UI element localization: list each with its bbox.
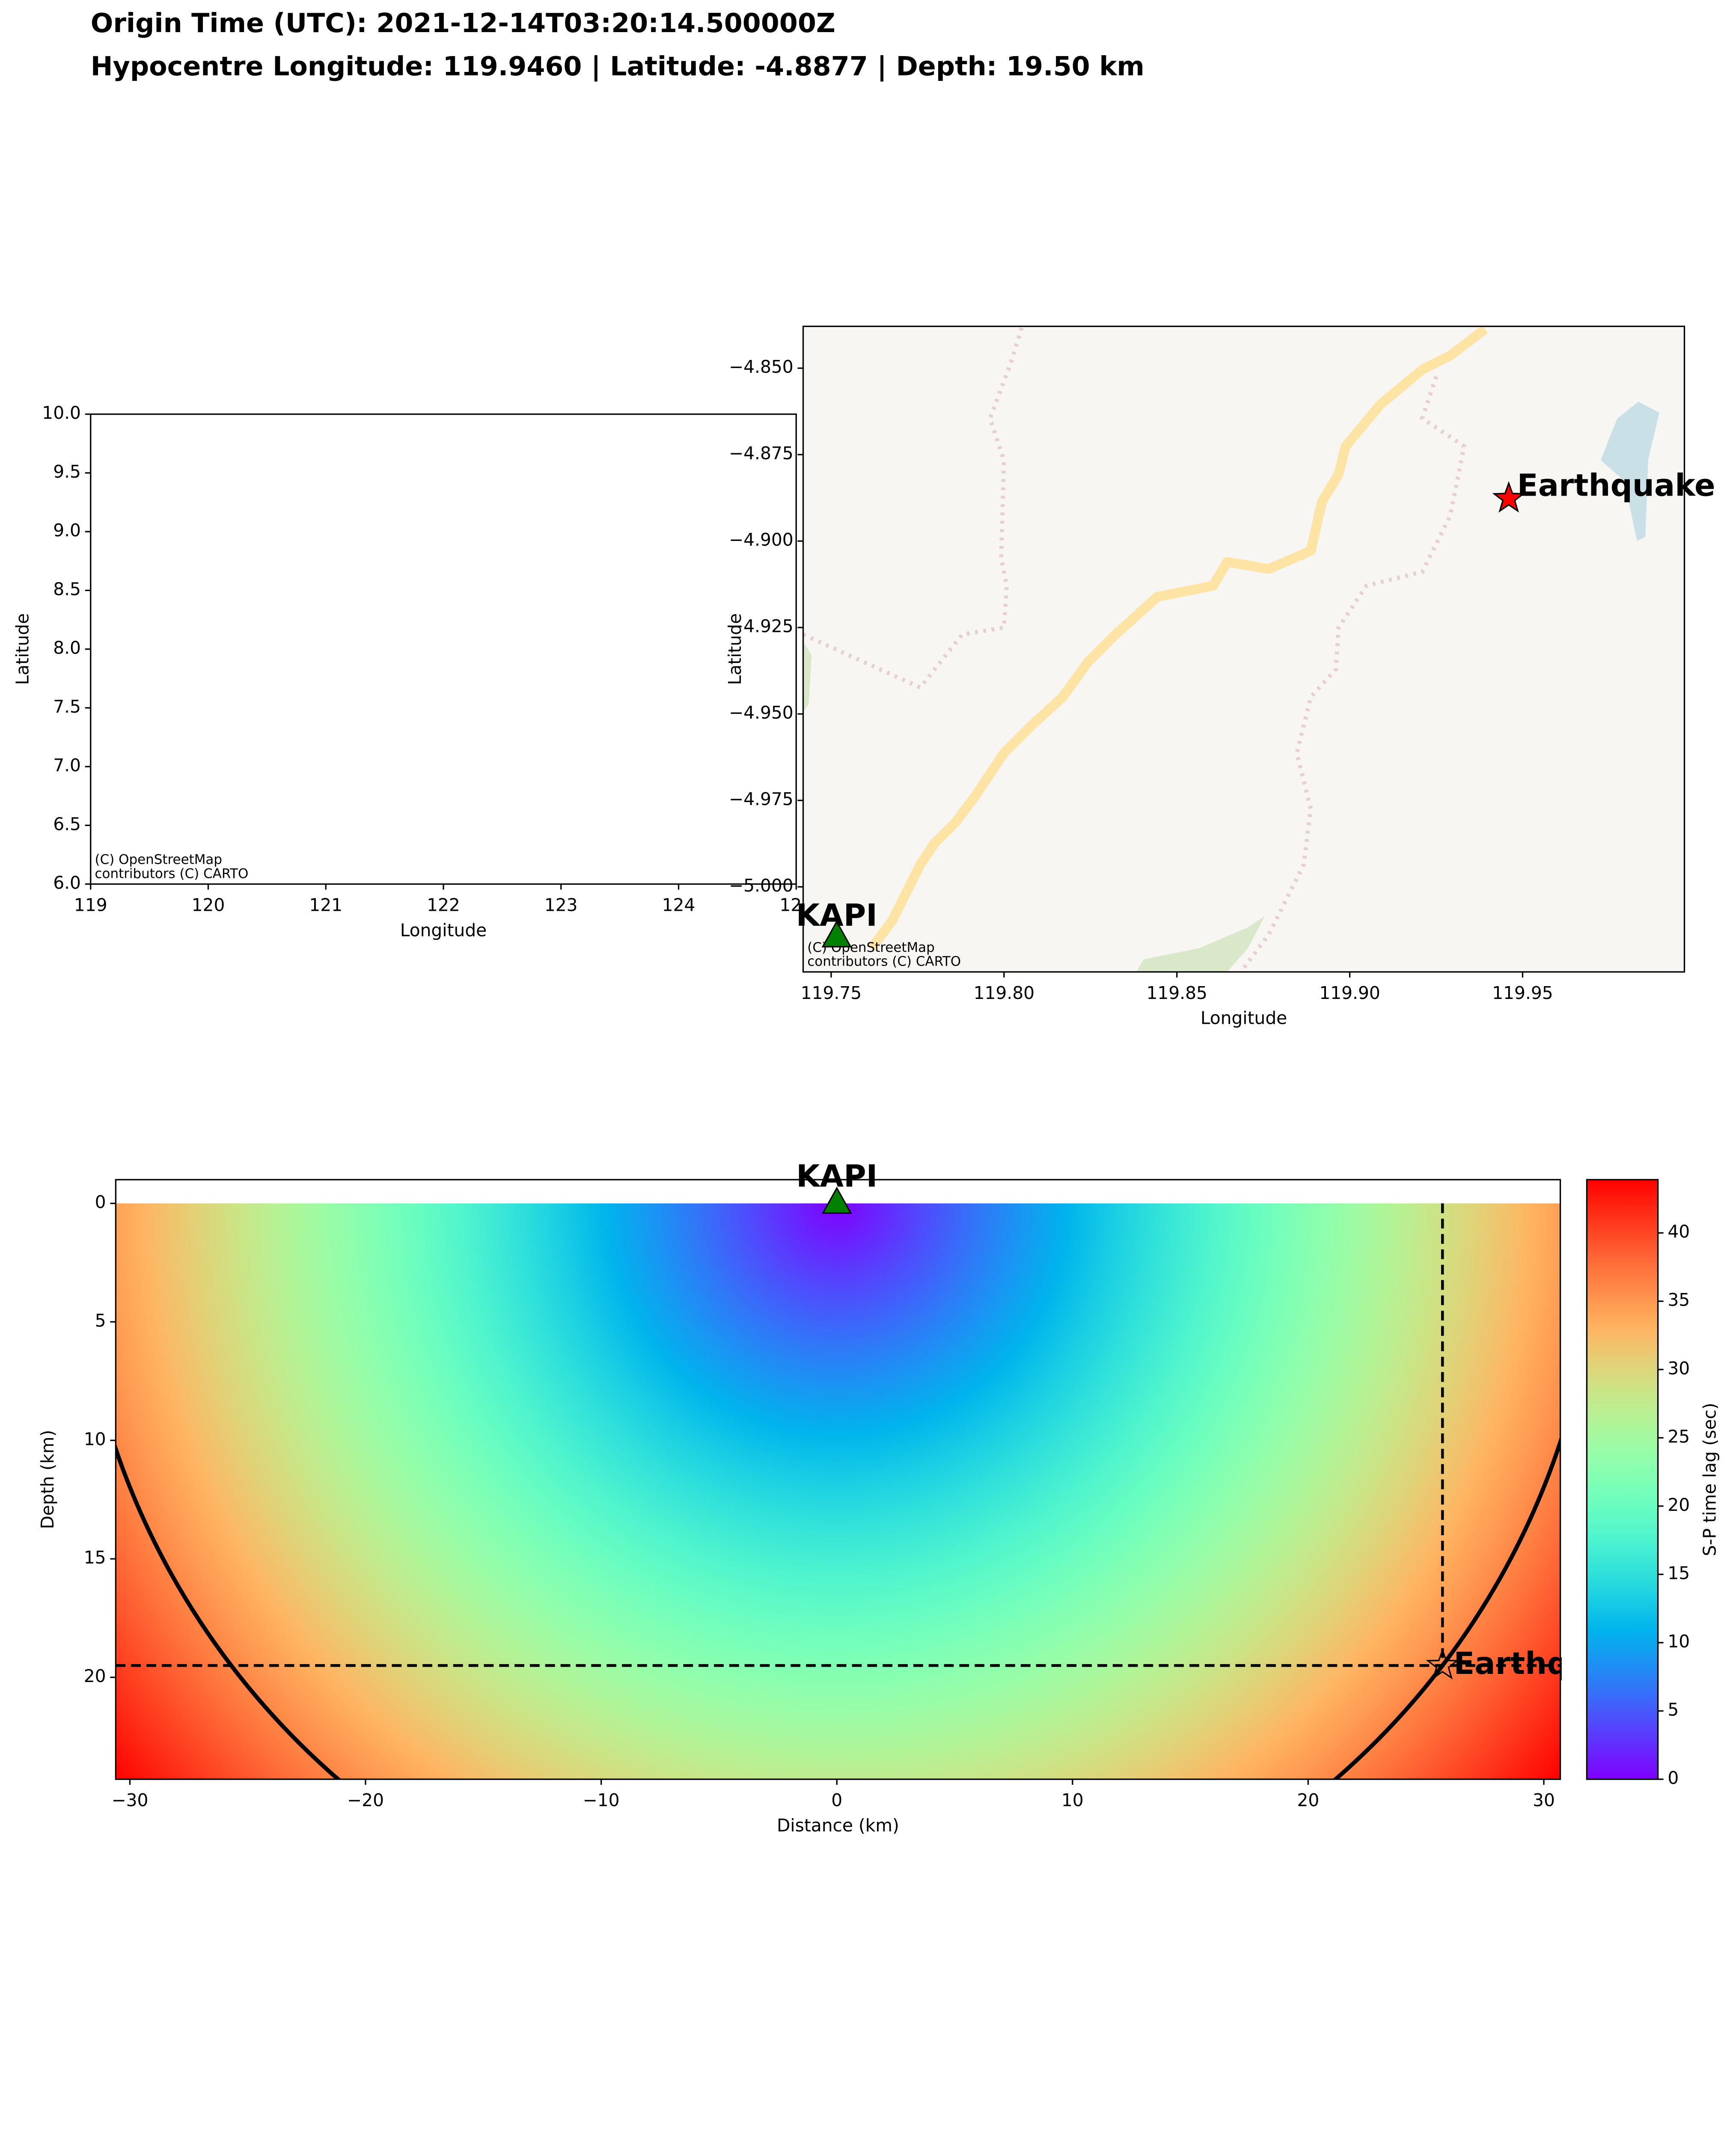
x-tick-label: 0	[831, 1790, 842, 1810]
colorbar-tick-label: 25	[1668, 1426, 1690, 1447]
y-tick-label: 9.0	[53, 520, 81, 541]
x-tick-label: −30	[111, 1790, 148, 1810]
colorbar-tick-label: 10	[1668, 1631, 1690, 1652]
y-tick-label: 10	[84, 1429, 106, 1449]
colorbar-tick-label: 20	[1668, 1495, 1690, 1515]
colorbar-tick-label: 15	[1668, 1563, 1690, 1583]
x-tick-label: 123	[544, 895, 578, 915]
earthquake-marker	[1492, 481, 1525, 513]
x-tick-label: 119.80	[974, 983, 1034, 1003]
overview-map: 119 120 121 122 123 124 1256.06.57.07.58.08.59…	[12, 403, 813, 2140]
point-label: KAPI	[796, 897, 877, 933]
station-marker	[821, 1186, 852, 1214]
stray-label: Earthquake	[216, 2135, 414, 2140]
axes-frame	[90, 413, 797, 885]
stray-label: KAPI	[137, 2135, 218, 2140]
figure-title: Origin Time (UTC): 2021-12-14T03:20:14.5…	[91, 8, 835, 39]
y-tick-label: −4.900	[729, 529, 794, 550]
map-tiles	[803, 326, 1685, 972]
x-tick-label: 122	[427, 895, 460, 915]
y-tick-label: 9.5	[53, 461, 81, 482]
y-axis-label: Latitude	[12, 613, 33, 685]
y-tick-label: −4.950	[729, 702, 794, 723]
colorbar-label: S-P time lag (sec)	[1699, 1403, 1720, 1556]
y-tick-label: −4.850	[729, 357, 794, 377]
y-tick-label: −5.000	[729, 875, 794, 896]
x-tick-label: 120	[192, 895, 225, 915]
x-tick-label: 119.75	[801, 983, 862, 1003]
colorbar-tick-label: 40	[1668, 1222, 1690, 1242]
y-tick-label: 7.0	[53, 755, 81, 776]
axes-frame	[802, 325, 1685, 973]
station-map: 119.75 119.80 119.85 119.90 119.95 −5.000 −4.9…	[725, 325, 1715, 1028]
colorbar-tick-label: 0	[1668, 1768, 1679, 1788]
x-tick-label: 20	[1297, 1790, 1319, 1810]
y-tick-label: 0	[95, 1192, 106, 1213]
road	[868, 326, 1488, 951]
y-axis-label: Depth (km)	[37, 1430, 58, 1529]
y-tick-label: 8.0	[53, 638, 81, 658]
y-tick-label: 5	[95, 1310, 106, 1331]
x-tick-label: 121	[309, 895, 342, 915]
attribution: (C) OpenStreetMap	[95, 852, 223, 868]
colorbar-tick-label: 5	[1668, 1700, 1679, 1720]
x-tick-label: 10	[1061, 1790, 1084, 1810]
x-tick-label: 119	[74, 895, 107, 915]
y-tick-label: −4.975	[729, 789, 794, 809]
earthquake-marker	[1426, 1648, 1460, 1680]
point-label: KAPI	[796, 1158, 877, 1194]
heatmap-field	[116, 1203, 1561, 1780]
y-tick-label: 7.5	[53, 696, 81, 717]
colorbar	[1586, 1179, 1659, 1780]
park	[803, 641, 812, 711]
colorbar-tick-label: 30	[1668, 1358, 1690, 1379]
y-tick-label: 10.0	[42, 403, 81, 423]
cross-section: −30 −20 −10 0 10 20 30 0 5 10 15 20 Distance (km) Dep…	[37, 1158, 1736, 1836]
x-tick-label: 119.95	[1492, 983, 1553, 1003]
boundary	[803, 326, 1024, 690]
y-tick-label: 6.5	[53, 814, 81, 834]
y-axis-label: Latitude	[725, 613, 745, 685]
x-tick-label: 119.85	[1146, 983, 1207, 1003]
x-tick-label: 119.90	[1319, 983, 1380, 1003]
y-tick-label: 20	[84, 1666, 106, 1686]
y-tick-label: 6.0	[53, 873, 81, 893]
map-features	[803, 326, 1659, 972]
park	[1136, 916, 1265, 972]
colorbar-tick-label: 35	[1668, 1290, 1690, 1310]
axes-frame	[115, 1179, 1561, 1780]
attribution: contributors (C) CARTO	[807, 954, 961, 969]
x-tick-label: −10	[583, 1790, 620, 1810]
x-tick-label: −20	[347, 1790, 384, 1810]
x-tick-label: 30	[1533, 1790, 1555, 1810]
x-axis-label: Distance (km)	[777, 1815, 899, 1836]
y-tick-label: −4.925	[729, 616, 794, 636]
lake	[1600, 401, 1659, 541]
y-tick-label: −4.875	[729, 443, 794, 464]
x-axis-label: Longitude	[1201, 1008, 1287, 1028]
point-label: Earthquake	[1517, 467, 1715, 503]
x-axis-label: Longitude	[400, 920, 487, 940]
y-tick-label: 8.5	[53, 579, 81, 599]
figure-subtitle: Hypocentre Longitude: 119.9460 | Latitud…	[91, 51, 1144, 82]
y-tick-label: 15	[84, 1547, 106, 1568]
x-tick-label: 124	[662, 895, 696, 915]
station-marker	[821, 920, 852, 948]
attribution: contributors (C) CARTO	[95, 866, 249, 881]
